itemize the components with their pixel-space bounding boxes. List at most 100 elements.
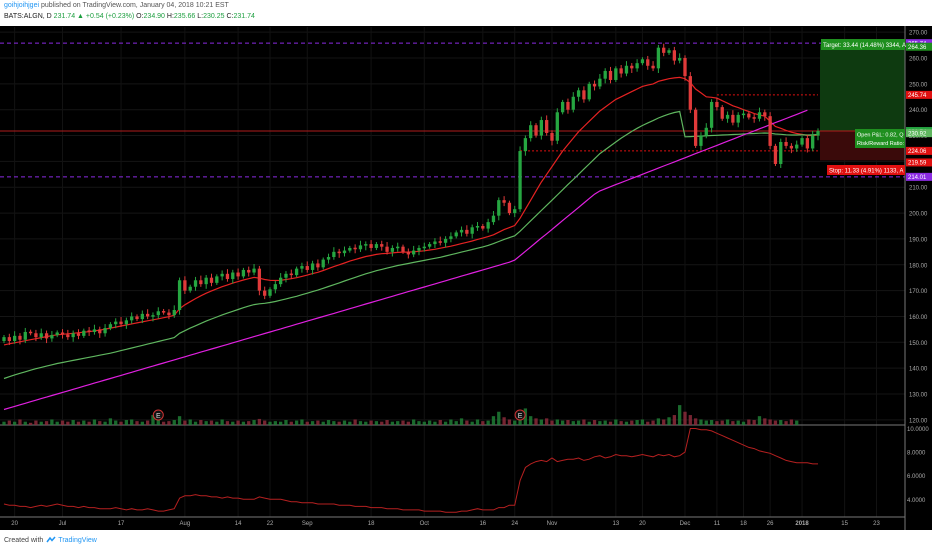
volume-bar-61 (326, 420, 331, 425)
svg-text:224.06: 224.06 (908, 149, 927, 155)
volume-bar-58 (310, 421, 315, 425)
candle-59 (316, 259, 320, 271)
volume-bar-68 (364, 421, 368, 425)
tradingview-brand[interactable]: TradingView (58, 537, 97, 544)
candle-148 (789, 143, 794, 154)
candle-110 (587, 81, 591, 102)
volume-bar-93 (497, 411, 501, 425)
volume-bar-2 (12, 421, 17, 425)
candle-34 (183, 276, 187, 294)
volume-bar-53 (284, 420, 288, 425)
price-label-7: 214.01 (906, 172, 932, 181)
volume-bar-66 (353, 419, 357, 425)
volume-bar-115 (614, 419, 618, 425)
volume-bar-142 (757, 416, 762, 425)
candle-79 (422, 242, 426, 252)
candle-97 (518, 146, 522, 212)
indicator-tick-0: 4.0000 (907, 498, 926, 504)
candle-123 (656, 44, 661, 74)
volume-bar-14 (76, 421, 81, 425)
candle-50 (268, 287, 272, 298)
candle-49 (263, 286, 267, 300)
candle-56 (300, 262, 304, 273)
time-axis[interactable]: 20 Jul 17 Aug 14 22 Sep 18 Oct 16 24 Nov 13 20 Dec 11 18… (0, 516, 905, 527)
price-label-2: 245.74 (906, 90, 932, 99)
price-label-6: 219.59 (906, 158, 932, 167)
volume-bar-87 (465, 420, 469, 425)
volume-bar-10 (55, 421, 59, 425)
price-tick-0: 120.00 (909, 418, 928, 424)
price-label-5: 224.06 (906, 146, 932, 155)
price-tick-7: 190.00 (909, 237, 928, 243)
candle-127 (678, 53, 682, 64)
moving-averages (3, 76, 819, 411)
candle-151 (805, 134, 810, 153)
candle-75 (401, 244, 405, 254)
price-tick-1: 130.00 (909, 392, 928, 398)
chart-footer: Created with TradingView (0, 530, 932, 550)
candle-129 (688, 72, 692, 114)
ma-line-2 (3, 109, 808, 411)
volume-bar-109 (582, 419, 586, 425)
author-link[interactable]: goihjoihjgei (4, 2, 40, 9)
candle-22 (119, 316, 123, 327)
volume-bar-132 (704, 420, 708, 425)
candle-12 (66, 329, 70, 340)
volume-bar-60 (321, 421, 325, 425)
volume-bar-103 (550, 420, 554, 425)
candle-24 (130, 312, 134, 324)
volume-bar-4 (23, 421, 27, 425)
candle-36 (193, 276, 198, 291)
volume-bar-140 (747, 419, 751, 425)
price-tick-6: 180.00 (909, 263, 928, 269)
candle-40 (215, 274, 219, 285)
candle-101 (539, 116, 543, 140)
earnings-marker-1: E (514, 409, 526, 421)
volume-bar-59 (316, 420, 320, 425)
time-tick-20: 23 (873, 521, 880, 527)
volume-bar-45 (241, 421, 246, 425)
volume-bar-9 (50, 419, 54, 425)
last-price: 231.74 (53, 13, 76, 20)
candle-100 (534, 123, 538, 138)
candle-133 (709, 99, 714, 133)
volume-bar-74 (396, 421, 400, 425)
volume-bar-44 (236, 420, 240, 425)
volume-bar-106 (566, 420, 570, 425)
candle-43 (231, 269, 235, 284)
volume-bar-31 (167, 421, 171, 425)
candle-6 (34, 329, 38, 342)
candle-0 (2, 335, 6, 344)
volume-bar-135 (720, 420, 724, 425)
rr-text: Risk/Reward Ratio: (857, 141, 905, 147)
svg-text:E: E (518, 413, 523, 420)
volume-bar-114 (608, 421, 613, 425)
candle-126 (672, 46, 677, 65)
candle-109 (582, 86, 586, 103)
candle-103 (550, 130, 554, 146)
volume-bar-92 (491, 416, 496, 425)
volume-bar-13 (71, 420, 75, 425)
volume-bar-26 (140, 421, 144, 425)
time-tick-16: 18 (740, 521, 747, 527)
volume-bar-116 (619, 421, 623, 425)
volume-bar-42 (225, 421, 230, 425)
volume-bar-137 (731, 421, 735, 425)
volume-bar-52 (279, 421, 283, 425)
svg-text:E: E (156, 413, 161, 420)
volume-bar-40 (215, 421, 219, 425)
position-tool[interactable] (820, 44, 905, 161)
price-axis[interactable]: 120.00 130.00 140.00 150.00 160.00 170.00 180.… (904, 26, 932, 530)
candle-60 (321, 257, 325, 270)
created-with: Created with TradingView (4, 536, 97, 544)
svg-text:264.36: 264.36 (908, 45, 927, 51)
candle-135 (720, 105, 724, 121)
candle-76 (406, 248, 410, 259)
volume-bar-37 (199, 420, 203, 425)
volume-bar-129 (688, 415, 692, 425)
volume-bar-62 (332, 421, 336, 425)
indicator-line (3, 428, 818, 513)
candle-17 (92, 324, 97, 335)
volume-bar-32 (172, 420, 176, 425)
